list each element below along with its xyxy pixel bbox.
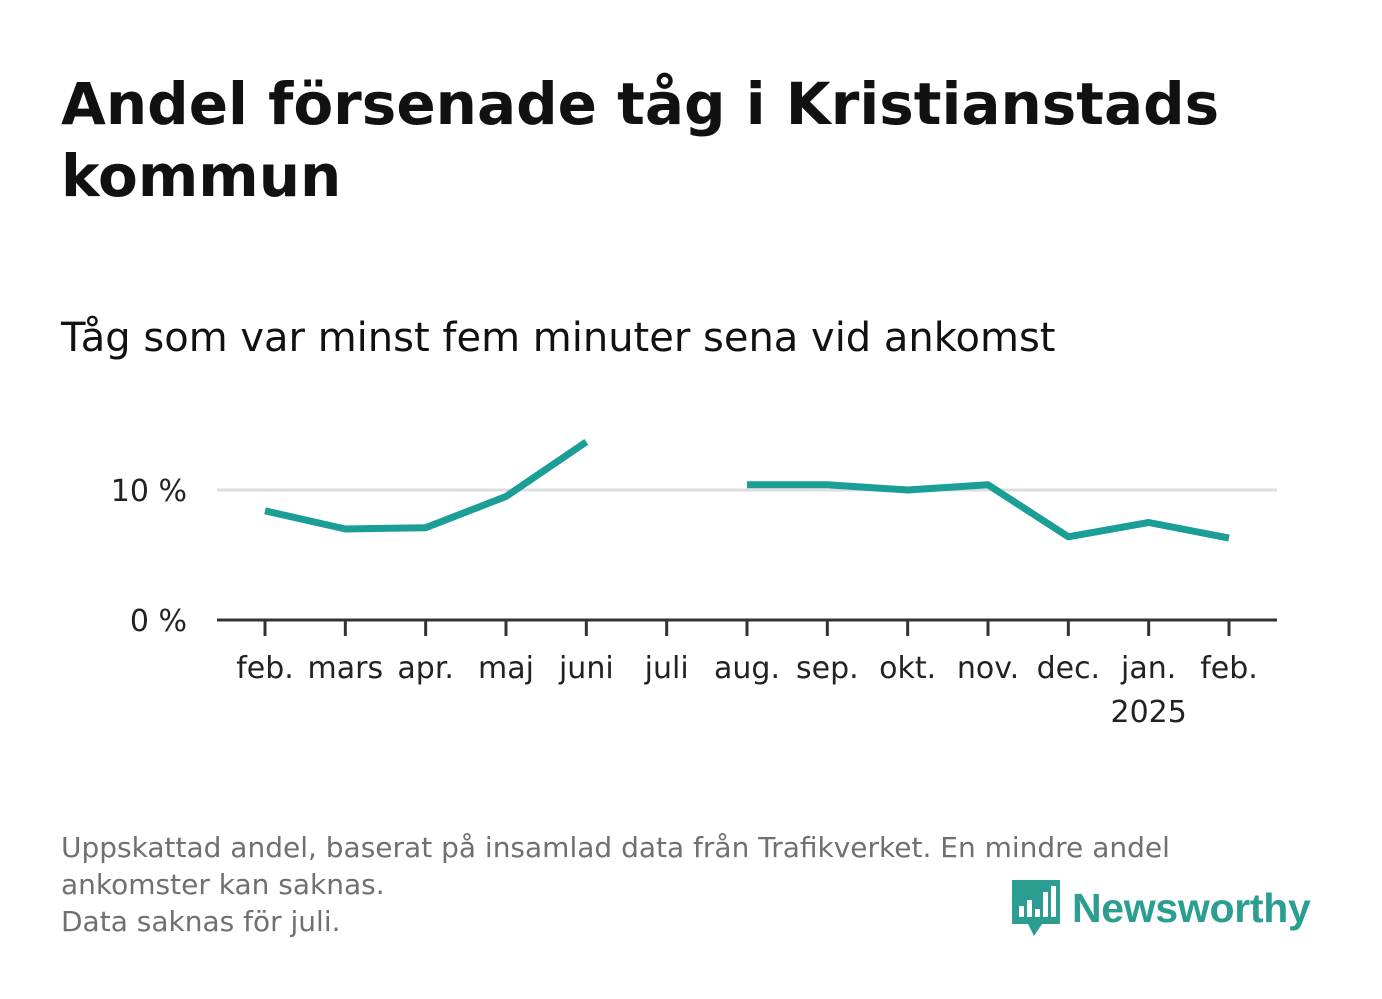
x-tick-label: feb. — [1200, 651, 1258, 686]
y-tick-label: 10 % — [111, 474, 187, 509]
x-tick-label: jan. — [1120, 651, 1176, 686]
x-tick-label: maj — [478, 651, 534, 686]
newsworthy-bar-chart-icon — [1012, 880, 1060, 936]
logo-text: Newsworthy — [1072, 884, 1311, 931]
x-tick-label: sep. — [796, 651, 859, 686]
y-tick-label: 0 % — [130, 604, 187, 639]
series-line-segment — [747, 481, 1230, 542]
x-tick-label: okt. — [879, 651, 936, 686]
x-tick-label: dec. — [1037, 651, 1101, 686]
series-line-segment — [264, 439, 589, 533]
x-tick-sublabel: 2025 — [1110, 695, 1186, 730]
footer-note: Uppskattad andel, baserat på insamlad da… — [61, 829, 1321, 940]
x-tick-label: juli — [644, 651, 689, 686]
x-tick-label: nov. — [957, 651, 1019, 686]
footer-missing-note: Data saknas för juli. — [61, 905, 341, 938]
x-tick-label: aug. — [714, 651, 780, 686]
chart-title: Andel försenade tåg i Kristianstads komm… — [61, 70, 1220, 210]
newsworthy-logo: Newsworthy — [1010, 878, 1311, 938]
x-tick-label: mars — [308, 651, 384, 686]
x-tick-label: juni — [558, 651, 614, 686]
x-tick-label: feb. — [236, 651, 294, 686]
chart-subtitle: Tåg som var minst fem minuter sena vid a… — [61, 315, 1056, 361]
line-chart: 0 % 10 % feb. mars apr. maj juni juli aug. sep. ok… — [111, 439, 1277, 730]
footer-source-note: Uppskattad andel, baserat på insamlad da… — [61, 831, 1170, 901]
x-tick-label: apr. — [397, 651, 454, 686]
